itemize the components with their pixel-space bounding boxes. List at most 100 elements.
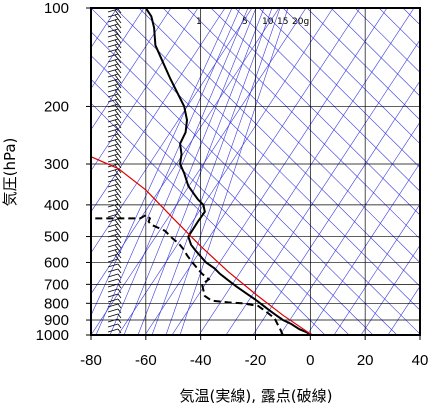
isotherm-line bbox=[354, 8, 420, 73]
isotherm-line bbox=[330, 8, 420, 97]
mixing-ratio-label: 5 bbox=[242, 17, 248, 27]
x-tick-label: 40 bbox=[412, 352, 429, 369]
adiabat-line bbox=[91, 8, 172, 131]
isotherm-line bbox=[234, 8, 420, 192]
wind-barb bbox=[107, 253, 122, 260]
x-axis-title: 気温(実線), 露点(破線) bbox=[180, 387, 333, 405]
wind-barb bbox=[107, 233, 122, 240]
mixing-ratio-label: 1 bbox=[196, 17, 202, 27]
isotherm-line bbox=[210, 8, 420, 216]
profile-lines bbox=[91, 8, 313, 335]
wind-barb bbox=[107, 118, 122, 125]
wind-barb bbox=[107, 33, 122, 40]
mixing-ratio-line bbox=[95, 8, 241, 335]
wind-barb bbox=[107, 203, 122, 210]
wind-barb bbox=[107, 168, 122, 175]
adiabat-line bbox=[306, 162, 420, 335]
wind-barb bbox=[107, 23, 122, 30]
wind-barb bbox=[107, 18, 122, 25]
wind-barb bbox=[107, 98, 122, 105]
mixing-ratio-label: 15 bbox=[277, 17, 288, 27]
wind-barb bbox=[107, 243, 122, 250]
series-line-1 bbox=[91, 213, 284, 335]
wind-barb bbox=[107, 218, 122, 225]
wind-barb bbox=[107, 8, 122, 15]
x-tick-label: -40 bbox=[190, 352, 212, 369]
y-tick-label: 600 bbox=[44, 254, 69, 271]
x-tick-label: 20 bbox=[357, 352, 374, 369]
wind-barb bbox=[107, 133, 122, 140]
wind-barb bbox=[107, 188, 122, 195]
wind-barb bbox=[107, 308, 122, 314]
wind-barb bbox=[107, 223, 122, 230]
wind-barb bbox=[107, 58, 122, 65]
x-axis: -80 -60 -40 -20 0 20 40 bbox=[80, 335, 428, 369]
wind-barb bbox=[107, 268, 122, 274]
isotherm-line bbox=[427, 8, 431, 335]
adiabat-line bbox=[171, 8, 388, 335]
wind-barb bbox=[107, 263, 122, 269]
y-tick-label: 500 bbox=[44, 229, 69, 246]
y-axis-title: 気圧(hPa) bbox=[1, 138, 19, 207]
wind-barb bbox=[107, 123, 122, 130]
x-tick-label: -80 bbox=[80, 352, 102, 369]
wind-barb bbox=[107, 93, 122, 100]
mixing-ratio-line bbox=[179, 8, 289, 335]
mixing-ratio-line bbox=[91, 8, 233, 317]
isotherm-line bbox=[114, 8, 420, 311]
wind-barb bbox=[107, 53, 122, 60]
wind-barb bbox=[107, 178, 122, 185]
wind-barb bbox=[107, 173, 122, 180]
isotherm-line bbox=[378, 8, 420, 50]
wind-barb bbox=[107, 248, 122, 255]
series-line-2 bbox=[91, 156, 313, 335]
wind-barb bbox=[107, 73, 122, 80]
wind-barbs bbox=[107, 8, 122, 334]
adiabat-line bbox=[279, 121, 420, 335]
wind-barb bbox=[107, 318, 122, 324]
wind-barb bbox=[107, 153, 122, 160]
mixing-ratio-line bbox=[165, 8, 281, 335]
wind-barb bbox=[107, 148, 122, 155]
y-tick-label: 1000 bbox=[36, 327, 69, 344]
adiabat-line bbox=[91, 8, 226, 213]
adiabat-line bbox=[91, 8, 253, 254]
wind-barb bbox=[107, 68, 122, 75]
wind-barb bbox=[107, 298, 122, 304]
wind-barb bbox=[107, 63, 122, 70]
wind-barb bbox=[107, 13, 122, 20]
adiabat-line bbox=[252, 80, 420, 335]
grid bbox=[91, 8, 420, 335]
isotherm-line bbox=[91, 8, 420, 335]
adiabat-line bbox=[333, 203, 420, 335]
wind-barb bbox=[107, 28, 122, 35]
y-tick-label: 100 bbox=[44, 0, 69, 17]
x-tick-label: 0 bbox=[306, 352, 314, 369]
mixing-ratio-line bbox=[109, 8, 249, 335]
wind-barb bbox=[107, 183, 122, 190]
mixing-ratio-label: 20g bbox=[292, 17, 309, 27]
isotherm-line bbox=[91, 31, 398, 335]
wind-barb bbox=[107, 288, 122, 294]
isotherm-line bbox=[282, 8, 420, 145]
wind-barb bbox=[107, 293, 122, 299]
adiabat-line bbox=[387, 285, 420, 335]
isotherm-line bbox=[91, 55, 374, 335]
isotherm-line bbox=[306, 8, 420, 121]
wind-barb bbox=[107, 303, 122, 309]
y-tick-label: 300 bbox=[44, 156, 69, 173]
y-tick-label: 200 bbox=[44, 98, 69, 115]
x-tick-label: -20 bbox=[245, 352, 267, 369]
wind-barb bbox=[107, 278, 122, 284]
wind-barb bbox=[107, 323, 122, 329]
wind-barb bbox=[107, 193, 122, 200]
mixing-ratio-labels: 1 5 10 15 20g bbox=[196, 17, 309, 27]
wind-barb bbox=[107, 48, 122, 55]
series-line-0 bbox=[144, 8, 313, 335]
wind-barb bbox=[107, 283, 122, 289]
wind-barb bbox=[107, 113, 122, 120]
wind-barb bbox=[107, 138, 122, 145]
background-lines bbox=[91, 8, 431, 335]
